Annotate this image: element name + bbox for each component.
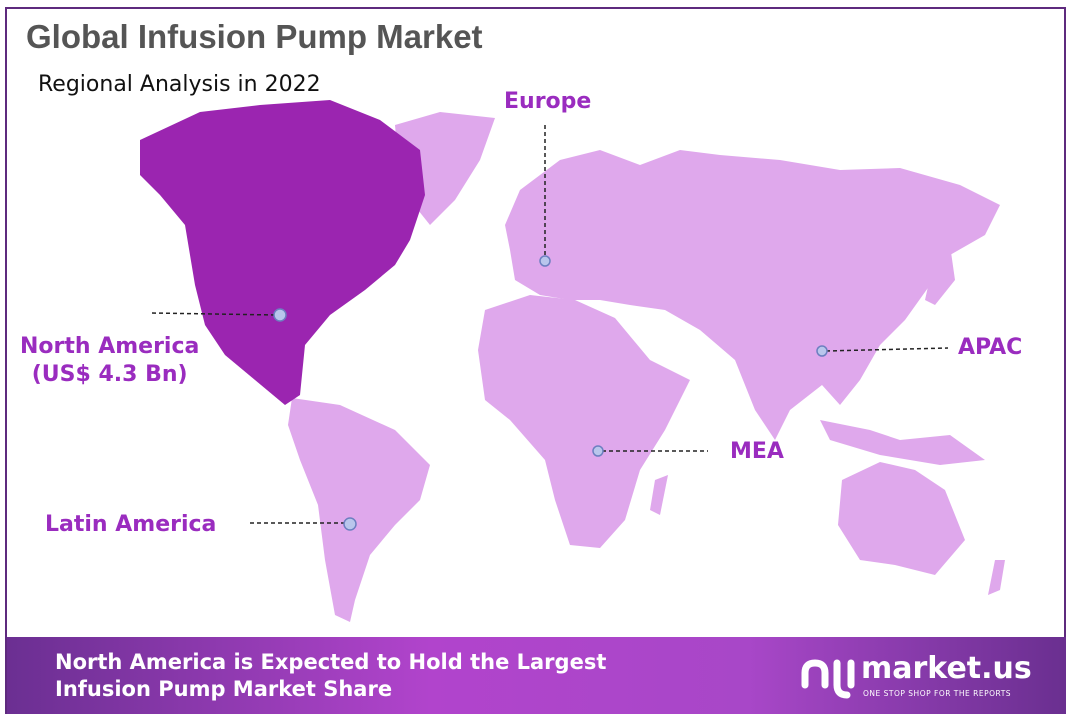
japan: [925, 245, 955, 305]
logo-name: market.us: [861, 651, 1032, 686]
market-us-logo: market.us ONE STOP SHOP FOR THE REPORTS: [797, 651, 1032, 704]
logo-mark-icon: [801, 659, 855, 699]
label-north-america: North America (US$ 4.3 Bn): [20, 333, 199, 389]
australia: [838, 462, 965, 575]
page-title: Global Infusion Pump Market: [26, 18, 483, 55]
africa: [478, 295, 690, 548]
footer-line-1: North America is Expected to Hold the La…: [55, 650, 607, 674]
north-america: [140, 100, 425, 405]
label-mea: MEA: [730, 439, 784, 464]
mea-marker: [592, 445, 604, 457]
latin-america-marker: [343, 517, 357, 531]
footer-banner: North America is Expected to Hold the La…: [7, 637, 1066, 714]
label-apac: APAC: [958, 335, 1023, 360]
south-america: [288, 398, 430, 622]
madagascar: [650, 475, 668, 515]
north-america-value: (US$ 4.3 Bn): [31, 362, 188, 387]
page-subtitle: Regional Analysis in 2022: [38, 72, 321, 97]
europe-marker: [539, 255, 551, 267]
indonesia: [820, 420, 985, 465]
logo-tagline: ONE STOP SHOP FOR THE REPORTS: [863, 689, 1012, 698]
label-latin-america: Latin America: [45, 512, 217, 537]
north-america-name: North America: [20, 334, 200, 359]
eurasia: [505, 150, 1000, 440]
apac-marker: [816, 345, 828, 357]
label-europe: Europe: [504, 89, 592, 114]
north-america-marker: [273, 308, 287, 322]
uk: [512, 205, 530, 245]
new-zealand: [988, 560, 1005, 595]
apac-leader-line: [825, 347, 949, 352]
footer-line-2: Infusion Pump Market Share: [55, 677, 393, 701]
footer-message: North America is Expected to Hold the La…: [55, 649, 606, 703]
